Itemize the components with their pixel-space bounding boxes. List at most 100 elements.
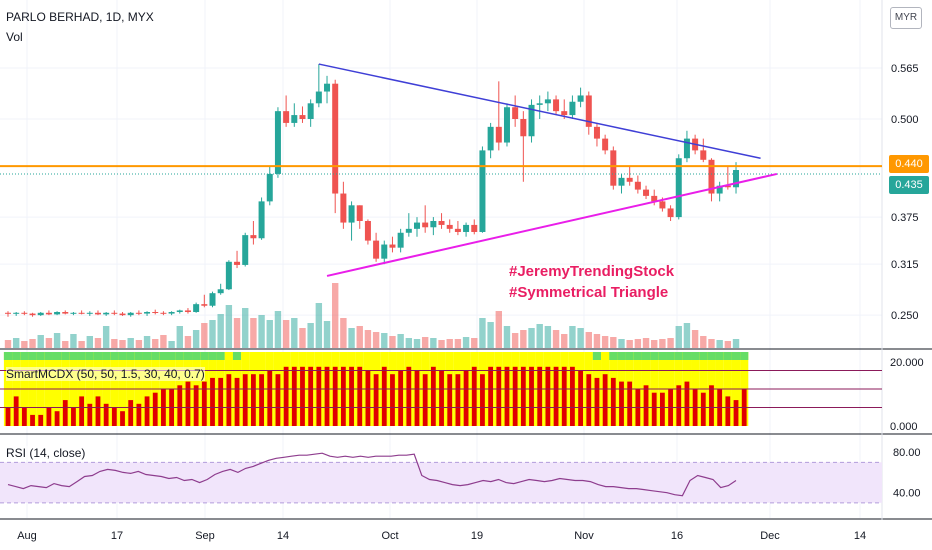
smartmcdx-green [61, 352, 70, 360]
candle [184, 308, 191, 314]
smartmcdx-red [439, 370, 444, 426]
smartmcdx-green [118, 352, 127, 360]
smartmcdx-red [512, 366, 518, 426]
smartmcdx-red [480, 374, 485, 426]
candle [119, 312, 126, 316]
smartmcdx-green [216, 352, 225, 360]
volume-bar [389, 336, 396, 348]
smartmcdx-green [134, 352, 143, 360]
candle-body [397, 232, 404, 248]
smartmcdx-green [151, 352, 160, 360]
smartmcdx-red [471, 366, 477, 426]
volume-bar [201, 323, 208, 348]
candle-body [103, 312, 110, 315]
volume-bar [307, 323, 314, 348]
candle-body [324, 83, 331, 92]
candle [5, 311, 11, 317]
annotation-hashtag-2[interactable]: #Symmetrical Triangle [509, 284, 669, 301]
smartmcdx-red [316, 366, 322, 426]
time-tick-label: 19 [471, 530, 483, 542]
candle [168, 311, 175, 316]
candle [78, 310, 85, 315]
currency-button[interactable]: MYR [890, 7, 922, 29]
smartmcdx-green [740, 352, 749, 360]
volume-bar [12, 338, 20, 348]
candle [315, 64, 322, 108]
volume-bar [634, 339, 642, 348]
candle-body [553, 99, 560, 112]
candle-body [201, 304, 208, 306]
candle-body [733, 169, 740, 188]
volume-bar [168, 341, 175, 348]
volume-bar [348, 328, 355, 348]
smartmcdx-red [46, 407, 52, 426]
smartmcdx-green [592, 352, 602, 360]
volume-bar [700, 336, 707, 348]
volume-bar [421, 337, 429, 348]
smartmcdx-red [21, 407, 27, 426]
volume-bar [503, 326, 511, 348]
rsi-label[interactable]: RSI (14, close) [6, 446, 86, 460]
candle-body [503, 107, 510, 143]
candle-body [593, 126, 600, 139]
candle-body [544, 99, 551, 104]
candle-body [364, 220, 371, 241]
smartmcdx-green [28, 352, 37, 360]
candle-body [446, 224, 453, 229]
candle [127, 312, 134, 317]
rsi-tick-label: 80.00 [893, 447, 921, 459]
candle-body [225, 261, 232, 290]
candle-body [700, 150, 707, 160]
smartmcdx-label[interactable]: SmartMCDX (50, 50, 1.5, 30, 40, 0.7) [6, 367, 205, 381]
volume-bar [561, 334, 568, 348]
candle [667, 205, 674, 221]
volume-bar [577, 328, 584, 348]
candle [340, 181, 347, 229]
smartmcdx-green [707, 352, 716, 360]
volume-bar [626, 340, 633, 348]
candle [152, 309, 159, 315]
smartmcdx-green [682, 352, 692, 360]
volume-bar [708, 339, 715, 348]
smartmcdx-red [570, 366, 575, 426]
annotation-hashtag-1[interactable]: #JeremyTrendingStock [509, 263, 675, 280]
smartmcdx-red [398, 370, 404, 426]
candle-body [618, 177, 625, 186]
symbol-title[interactable]: PARLO BERHAD, 1D, MYX [6, 10, 154, 24]
candle [135, 310, 142, 316]
candle-body [283, 111, 290, 123]
smartmcdx-red [275, 374, 281, 426]
candle [430, 217, 437, 236]
smartmcdx-red [71, 407, 76, 426]
candle [716, 181, 723, 202]
candle-body [266, 173, 273, 202]
candle-body [422, 222, 429, 228]
smartmcdx-tick-label: 20.000 [890, 357, 924, 369]
time-tick-label: 14 [277, 530, 289, 542]
volume-bar [471, 338, 478, 348]
smartmcdx-green [617, 352, 626, 360]
time-tick-label: 14 [854, 530, 866, 542]
candle [618, 173, 625, 194]
candle-body [54, 312, 61, 315]
volume-bar [274, 311, 282, 348]
candle [225, 260, 232, 291]
candle-body [193, 304, 200, 313]
volume-bar [618, 339, 625, 348]
volume-bar [282, 320, 290, 348]
smartmcdx-green [77, 352, 86, 360]
smartmcdx-red [95, 396, 101, 426]
volume-label[interactable]: Vol [6, 30, 23, 44]
candle-body [299, 115, 306, 119]
volume-bar [536, 324, 543, 348]
candle [373, 232, 380, 262]
smartmcdx-green [44, 352, 53, 360]
candle-body [405, 228, 412, 233]
volume-bar [585, 332, 592, 348]
rsi-band [0, 462, 882, 503]
smartmcdx-red [120, 411, 125, 426]
horizontal-level-price-tag: 0.440 [889, 155, 929, 173]
